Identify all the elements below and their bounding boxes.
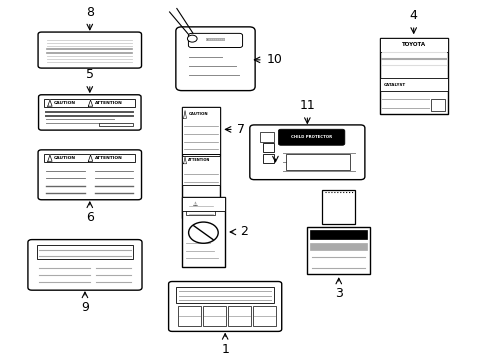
- FancyBboxPatch shape: [38, 150, 141, 200]
- Bar: [379, 78, 447, 91]
- Bar: [285, 154, 349, 170]
- Text: 4: 4: [409, 9, 417, 22]
- FancyBboxPatch shape: [28, 240, 142, 290]
- Bar: [307, 227, 369, 274]
- Bar: [203, 306, 226, 325]
- Bar: [181, 156, 220, 185]
- Polygon shape: [48, 155, 52, 161]
- Bar: [227, 306, 251, 325]
- Bar: [44, 99, 135, 107]
- FancyBboxPatch shape: [249, 125, 364, 180]
- Bar: [181, 107, 220, 218]
- Text: TOYOTA: TOYOTA: [401, 42, 425, 47]
- Text: CHILD PROTECTOR: CHILD PROTECTOR: [290, 135, 331, 139]
- Text: 2: 2: [239, 225, 247, 238]
- Text: 8: 8: [85, 6, 94, 19]
- Bar: [252, 306, 276, 325]
- Bar: [186, 199, 215, 215]
- Bar: [379, 38, 447, 114]
- Text: CAUTION: CAUTION: [54, 101, 76, 105]
- Text: ⚠: ⚠: [192, 202, 197, 207]
- FancyBboxPatch shape: [38, 32, 141, 68]
- Polygon shape: [183, 111, 186, 118]
- Bar: [322, 190, 354, 224]
- Text: XXXXXXXXXX: XXXXXXXXXX: [205, 39, 225, 42]
- Text: 3: 3: [334, 287, 342, 300]
- Polygon shape: [183, 157, 186, 164]
- Polygon shape: [88, 100, 93, 106]
- Text: 10: 10: [265, 53, 282, 66]
- Text: CAUTION: CAUTION: [188, 112, 207, 116]
- Bar: [309, 243, 366, 250]
- Bar: [176, 287, 274, 303]
- Bar: [181, 197, 224, 211]
- Bar: [263, 143, 273, 152]
- Bar: [99, 123, 133, 126]
- Bar: [263, 154, 273, 163]
- Polygon shape: [48, 100, 52, 106]
- Text: 7: 7: [237, 123, 245, 136]
- Bar: [260, 132, 273, 141]
- FancyBboxPatch shape: [278, 129, 344, 145]
- Bar: [178, 306, 201, 325]
- Circle shape: [187, 35, 197, 42]
- Circle shape: [188, 222, 218, 243]
- Text: 1: 1: [221, 343, 229, 356]
- Bar: [430, 99, 444, 111]
- Text: ATTENTION: ATTENTION: [95, 156, 123, 160]
- Text: ATTENTION: ATTENTION: [188, 158, 210, 162]
- FancyBboxPatch shape: [188, 33, 242, 48]
- Text: 9: 9: [81, 301, 89, 314]
- Bar: [309, 230, 366, 239]
- Text: ATTENTION: ATTENTION: [95, 101, 123, 105]
- Polygon shape: [88, 155, 93, 161]
- Text: 11: 11: [299, 99, 315, 112]
- Bar: [181, 197, 224, 267]
- Bar: [37, 245, 133, 260]
- FancyBboxPatch shape: [168, 282, 281, 332]
- FancyBboxPatch shape: [39, 95, 141, 130]
- Text: CAUTION: CAUTION: [54, 156, 76, 160]
- Text: 6: 6: [86, 211, 94, 224]
- Text: CATALYST: CATALYST: [383, 83, 405, 87]
- FancyBboxPatch shape: [176, 27, 255, 91]
- Bar: [44, 154, 135, 162]
- Bar: [181, 107, 220, 154]
- Bar: [379, 38, 447, 52]
- Text: 5: 5: [85, 68, 94, 81]
